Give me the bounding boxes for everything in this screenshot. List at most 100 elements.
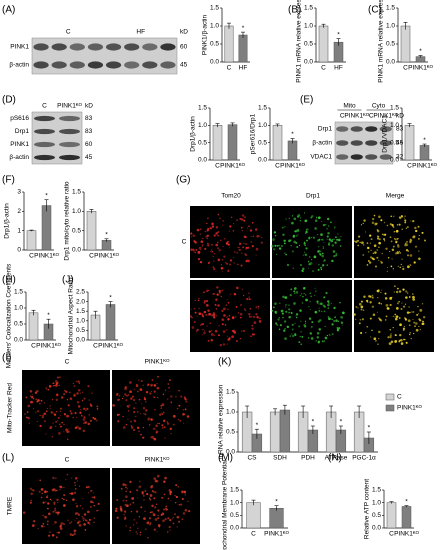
image-speck — [125, 423, 128, 426]
image-speck — [147, 536, 149, 539]
image-speck — [399, 251, 402, 254]
y-axis-title: PINK1/β-actin — [202, 15, 209, 56]
image-speck — [290, 288, 293, 291]
blot-band — [87, 43, 104, 51]
image-speck — [95, 419, 98, 422]
image-speck — [181, 518, 184, 520]
y-tick-label: 0.5 — [390, 139, 399, 146]
image-speck — [141, 491, 144, 494]
image-speck — [88, 414, 91, 416]
image-speck — [380, 303, 382, 305]
y-tick-label: 1.0 — [390, 122, 399, 129]
image-speck — [235, 316, 237, 318]
image-speck — [203, 291, 206, 293]
image-speck — [27, 416, 30, 420]
y-tick-label: 1.5 — [386, 5, 395, 12]
image-speck — [214, 329, 218, 333]
image-speck — [207, 340, 210, 342]
image-speck — [286, 325, 290, 329]
significance-mark: * — [419, 48, 422, 55]
image-speck — [61, 421, 63, 424]
image-speck — [72, 382, 75, 385]
y-tick-label: 0.0 — [226, 449, 235, 456]
image-speck — [367, 250, 370, 253]
x-tick-label: C — [321, 65, 326, 72]
image-speck — [222, 245, 224, 247]
image-speck — [377, 230, 380, 233]
image-speck — [118, 413, 121, 416]
image-speck — [357, 244, 360, 247]
image-speck — [236, 340, 238, 343]
image-speck — [322, 247, 325, 249]
x-tick-label: C — [215, 163, 220, 170]
image-speck — [163, 493, 166, 496]
y-axis-title: Mitochondrial Aspect Ratio — [68, 277, 75, 354]
image-speck — [285, 304, 287, 306]
image-speck — [147, 383, 150, 386]
image-speck — [237, 263, 239, 266]
image-speck — [314, 287, 316, 289]
image-speck — [360, 331, 363, 335]
image-speck — [321, 238, 324, 241]
y-tick-label: 1.0 — [226, 409, 235, 416]
image-speck — [384, 297, 388, 300]
y-tick-label: 1.0 — [372, 499, 381, 506]
significance-mark: * — [337, 31, 340, 38]
image-speck — [206, 237, 209, 240]
image-speck — [166, 422, 170, 425]
image-speck — [112, 404, 115, 407]
image-speck — [332, 250, 336, 253]
micrograph — [112, 468, 200, 544]
image-speck — [174, 501, 177, 504]
blot-band — [51, 61, 67, 69]
blot-size: 32 — [396, 154, 404, 161]
image-speck — [298, 341, 301, 344]
image-speck — [203, 301, 206, 304]
image-speck — [184, 494, 186, 496]
image-speck — [212, 266, 215, 269]
image-speck — [251, 221, 254, 224]
image-speck — [42, 501, 45, 504]
image-speck — [57, 513, 59, 516]
image-speck — [157, 509, 160, 512]
bar — [224, 25, 234, 63]
image-speck — [196, 228, 200, 232]
image-speck — [150, 436, 153, 439]
image-speck — [250, 241, 253, 243]
image-speck — [288, 217, 291, 220]
image-speck — [70, 412, 73, 415]
image-speck — [415, 229, 418, 233]
y-tick-label: 1.0 — [14, 305, 23, 312]
image-speck — [315, 290, 317, 292]
image-speck — [153, 437, 157, 441]
image-speck — [378, 238, 381, 241]
panel-label: (H) — [2, 275, 16, 286]
image-speck — [140, 433, 142, 436]
image-speck — [156, 382, 158, 384]
image-speck — [405, 290, 408, 293]
image-speck — [123, 517, 127, 520]
image-speck — [138, 398, 141, 401]
image-speck — [43, 412, 47, 416]
blot-band — [33, 61, 49, 69]
y-tick-label: 1.0 — [198, 122, 207, 129]
image-speck — [241, 229, 243, 232]
image-speck — [323, 260, 325, 262]
image-speck — [320, 233, 323, 236]
image-speck — [230, 216, 233, 218]
blot-band — [59, 154, 80, 161]
image-speck — [167, 531, 169, 533]
image-speck — [314, 294, 316, 297]
image-speck — [374, 251, 377, 254]
image-speck — [402, 327, 406, 330]
image-speck — [122, 395, 124, 397]
image-speck — [305, 230, 308, 234]
image-speck — [330, 239, 334, 243]
image-speck — [293, 302, 296, 305]
blot-band — [59, 115, 80, 122]
image-speck — [421, 322, 425, 326]
y-tick-label: 1.0 — [72, 208, 81, 215]
image-speck — [186, 415, 190, 418]
image-speck — [30, 395, 34, 399]
image-speck — [278, 247, 282, 250]
